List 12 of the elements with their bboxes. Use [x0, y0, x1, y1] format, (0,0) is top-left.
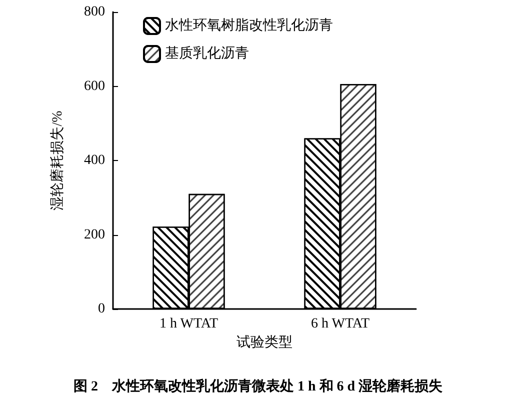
x-tick-label: 1 h WTAT [159, 316, 218, 332]
legend-label: 基质乳化沥青 [165, 46, 249, 62]
y-tick-label: 600 [84, 78, 105, 94]
legend-label: 水性环氧树脂改性乳化沥青 [165, 18, 333, 34]
x-axis-title: 试验类型 [236, 334, 292, 350]
y-axis-title: 湿轮磨耗损失/% [50, 110, 66, 210]
caption: 图 2 水性环氧改性乳化沥青微表处 1 h 和 6 d 湿轮磨耗损失 [73, 378, 444, 394]
y-tick-label: 0 [98, 302, 105, 316]
y-tick-label: 800 [84, 4, 105, 20]
x-tick-label: 6 h WTAT [310, 316, 370, 332]
y-tick-label: 200 [84, 227, 105, 242]
y-tick-label: 400 [84, 153, 105, 168]
